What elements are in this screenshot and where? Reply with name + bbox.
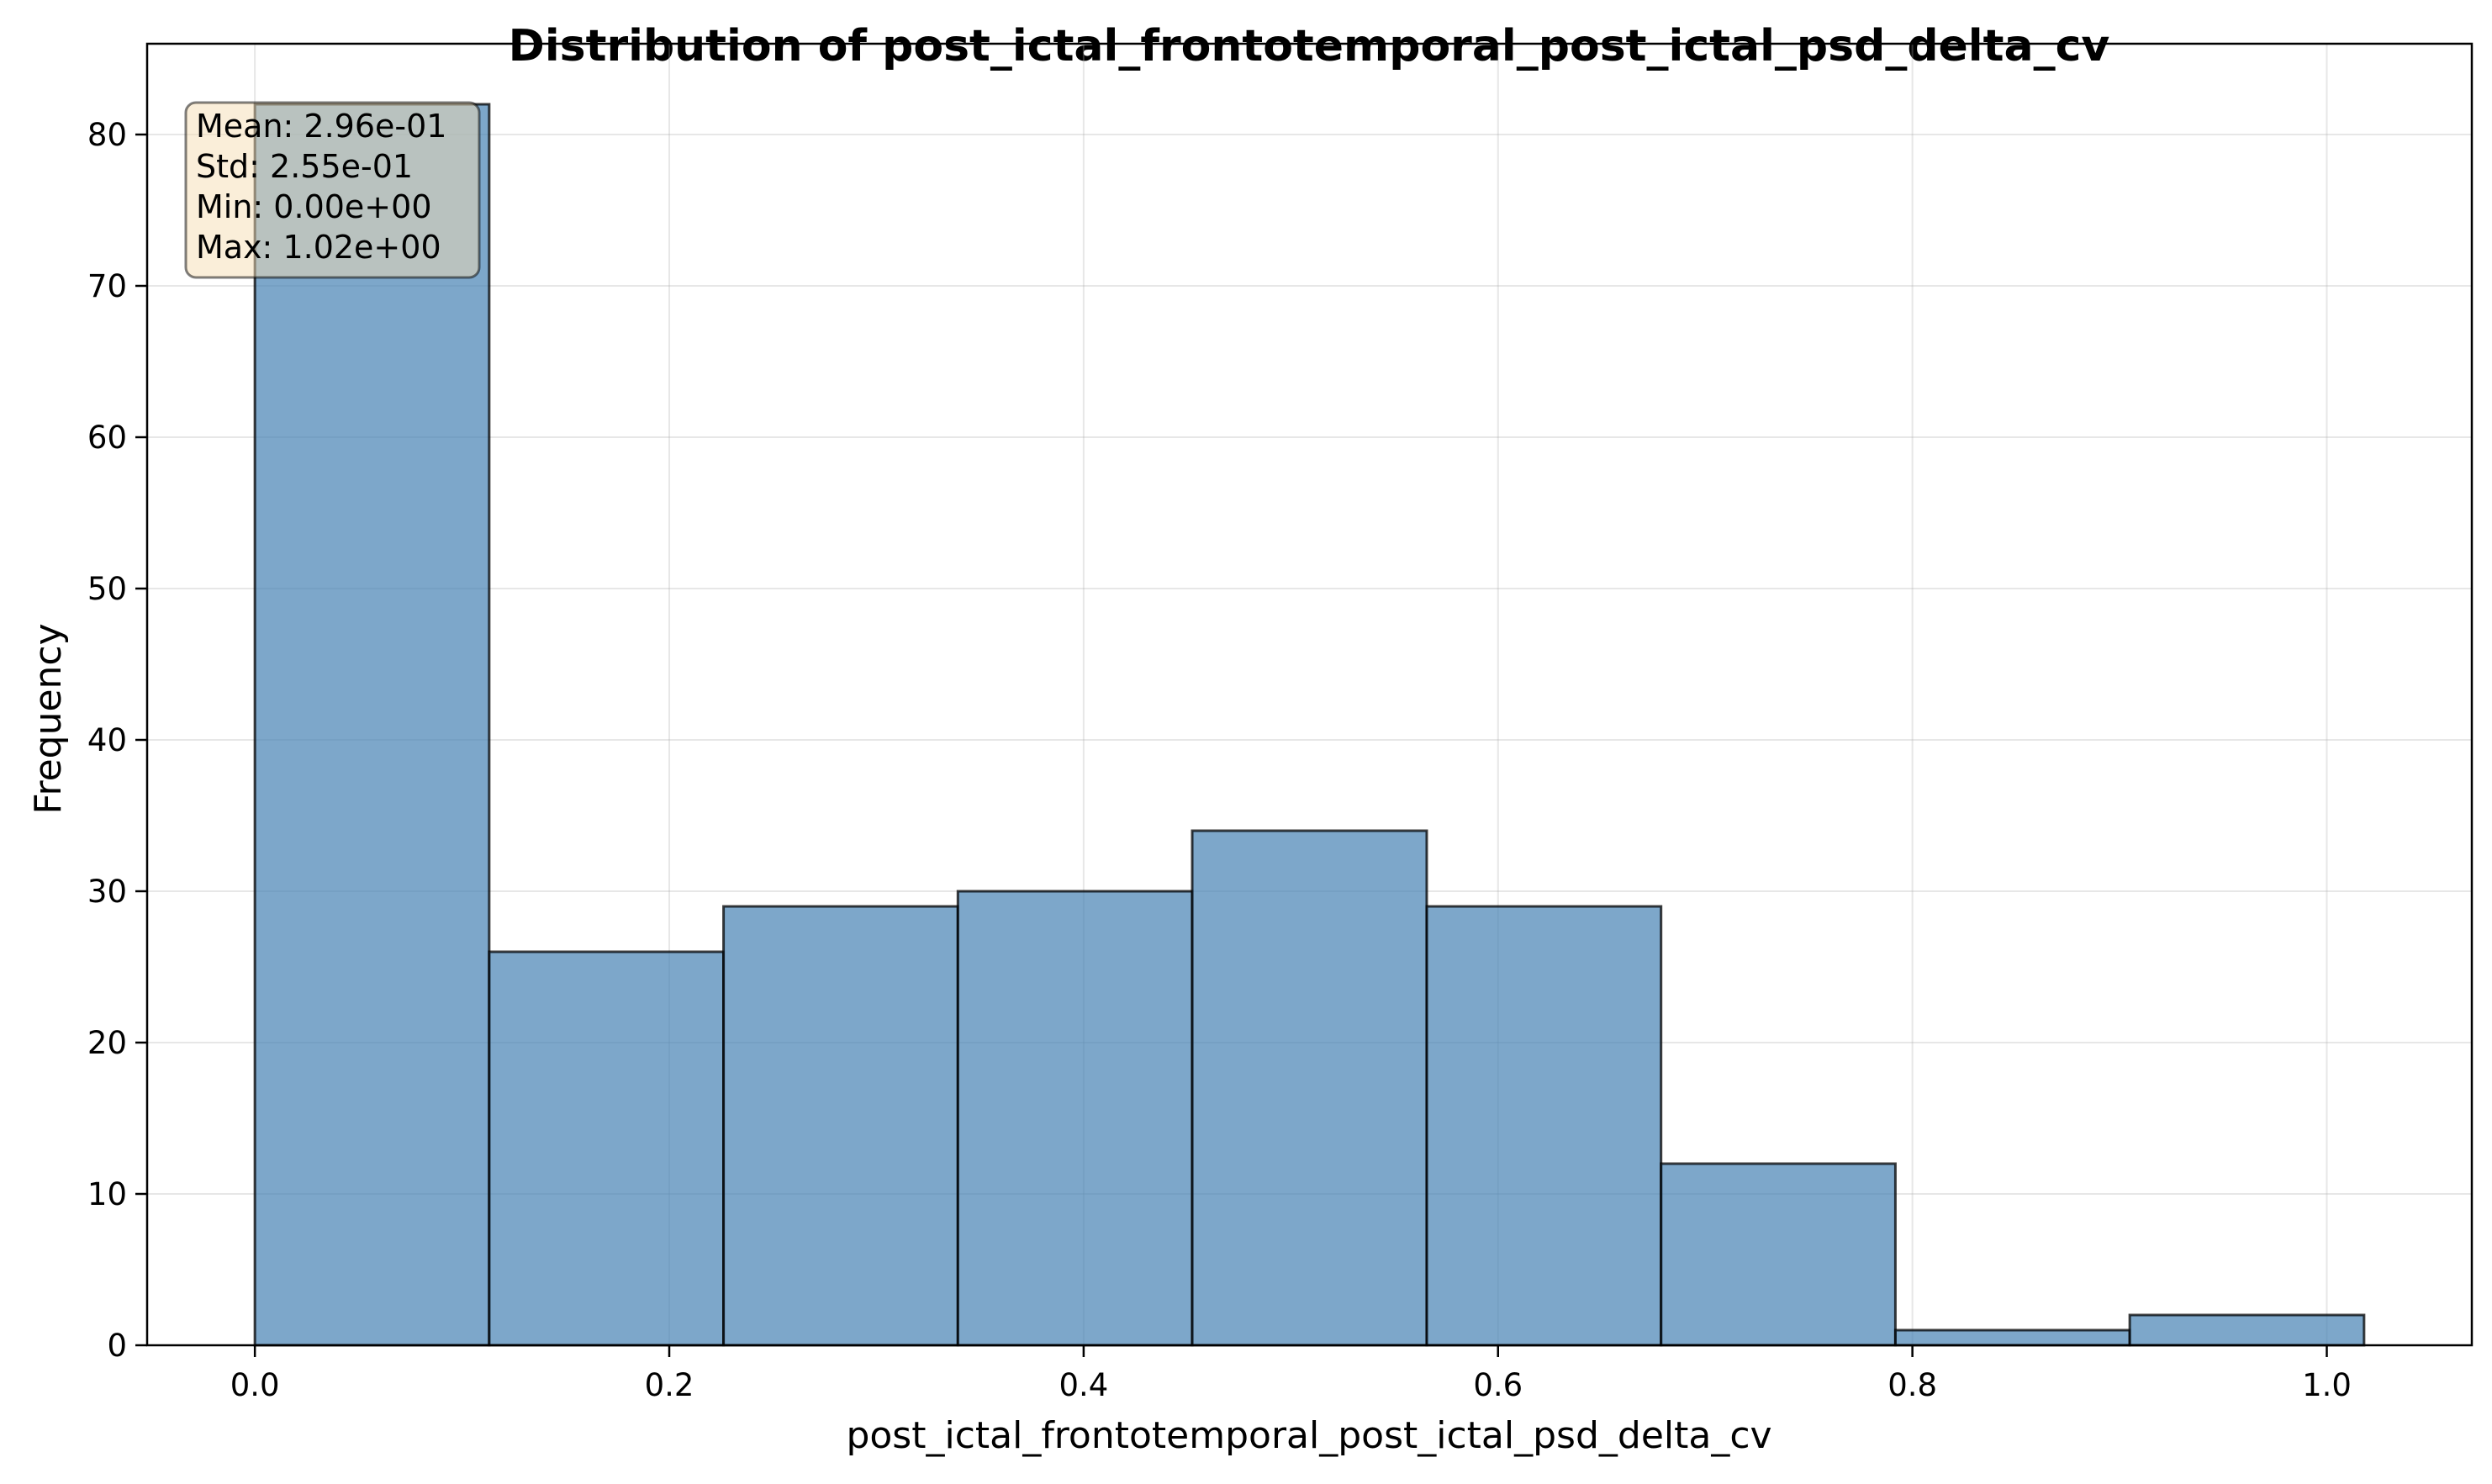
histogram-bar <box>956 890 1194 1347</box>
histogram-bar <box>1660 1162 1897 1347</box>
plot-frame <box>145 42 2474 1347</box>
histogram-bar <box>253 103 491 1347</box>
stats-box: Mean: 2.96e-01 Std: 2.55e-01 Min: 0.00e+… <box>184 101 481 279</box>
stats-mean: Mean: 2.96e-01 <box>196 108 446 145</box>
stats-max: Max: 1.02e+00 <box>196 229 441 266</box>
x-tick-label: 0.6 <box>1473 1367 1523 1403</box>
histogram-bar <box>1893 1328 2131 1347</box>
stats-min: Min: 0.00e+00 <box>196 188 432 225</box>
histogram-bar <box>488 950 726 1347</box>
y-axis-label: Frequency <box>27 623 70 814</box>
y-axis-ticks: 0 10 20 30 40 50 60 70 80 <box>87 117 147 1364</box>
x-tick-label: 0.8 <box>1887 1367 1937 1403</box>
y-tick-label: 0 <box>107 1328 127 1364</box>
x-axis-label: post_ictal_frontotemporal_post_ictal_psd… <box>846 1414 1771 1457</box>
y-tick-label: 80 <box>87 117 127 153</box>
x-tick-label: 0.2 <box>645 1367 694 1403</box>
y-tick-label: 50 <box>87 571 127 607</box>
y-tick-label: 20 <box>87 1025 127 1061</box>
y-tick-label: 30 <box>87 874 127 910</box>
x-tick-label: 0.0 <box>230 1367 280 1403</box>
histogram-bar <box>1425 905 1663 1347</box>
x-axis-ticks: 0.0 0.2 0.4 0.6 0.8 1.0 <box>230 1345 2352 1403</box>
stats-box-background <box>184 101 481 279</box>
y-tick-label: 40 <box>87 722 127 758</box>
grid-lines <box>147 44 2472 1346</box>
x-tick-label: 1.0 <box>2302 1367 2352 1403</box>
stats-std: Std: 2.55e-01 <box>196 148 413 185</box>
y-tick-label: 60 <box>87 420 127 456</box>
axes <box>145 42 2474 1347</box>
histogram-bar <box>2128 1313 2366 1347</box>
histogram-bar <box>1191 829 1428 1347</box>
histogram-bars <box>253 103 2366 1347</box>
y-tick-label: 10 <box>87 1176 127 1212</box>
x-tick-label: 0.4 <box>1059 1367 1108 1403</box>
y-tick-label: 70 <box>87 268 127 304</box>
histogram-bar <box>722 905 959 1347</box>
chart-title: Distribution of post_ictal_frontotempora… <box>509 21 2110 71</box>
